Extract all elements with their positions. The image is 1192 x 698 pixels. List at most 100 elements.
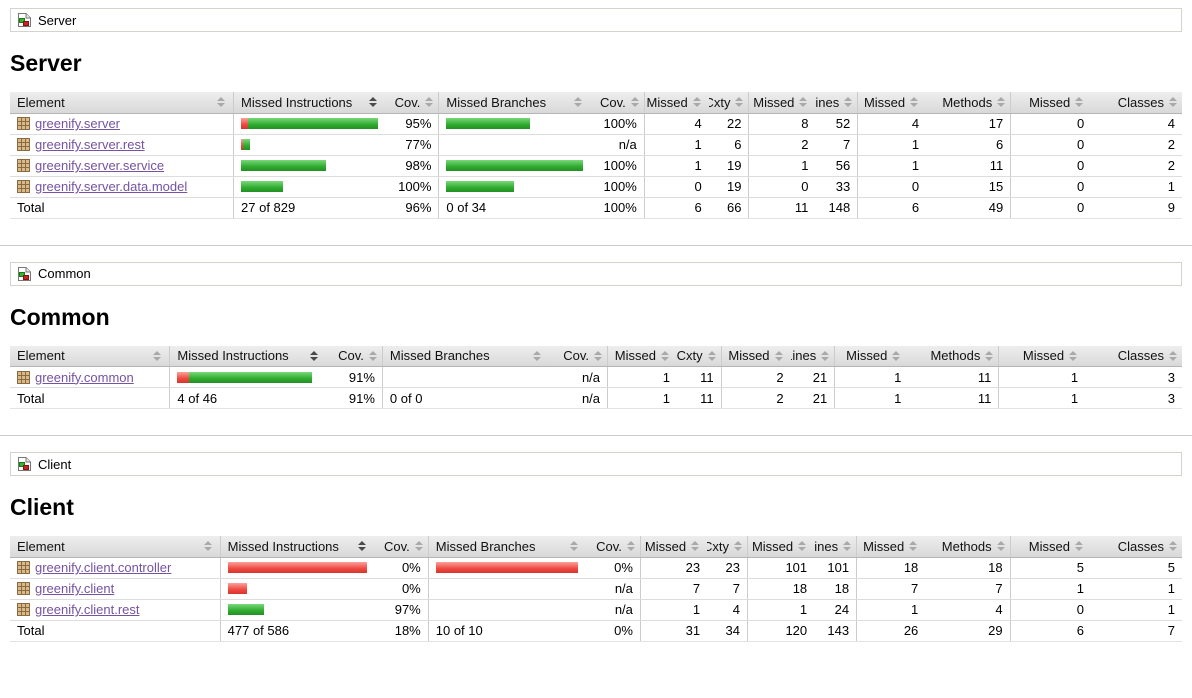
sort-icon [357,541,367,552]
table-row: greenify.server.data.model 100% 100% 0 19 0 33… [10,176,1182,198]
column-header-lines[interactable]: Lines [814,536,857,558]
column-header-label: Element [17,348,65,364]
column-header-cov-[interactable]: Cov. [325,345,383,367]
coverage-bar-green [247,118,378,129]
column-header-missed[interactable]: Missed [639,536,708,558]
total-branch-coverage-cell: n/a [548,387,608,409]
section-title: Common [10,303,110,330]
total-label-cell: Total [10,197,234,219]
column-header-missed-instructions[interactable]: Missed Instructions [169,345,326,367]
column-header-label: Missed [646,94,688,110]
column-header-missed[interactable]: Missed [998,345,1086,367]
column-header-cov-[interactable]: Cov. [384,92,439,114]
column-header-missed-branches[interactable]: Missed Branches [438,92,590,114]
package-link[interactable]: greenify.server [35,116,121,131]
sort-icon [660,350,670,361]
counter-cell: 0 [857,176,927,198]
counter-cell: 18 [925,557,1011,579]
counter-cell: 1 [746,599,815,621]
counter-cell: 56 [815,155,858,177]
counter-cell: 33 [815,176,858,198]
branch-coverage-cell: 100% [589,155,645,177]
column-header-missed-instructions[interactable]: Missed Instructions [233,92,385,114]
column-header-missed[interactable]: Missed [643,92,709,114]
branch-coverage-cell: n/a [585,578,641,600]
counter-cell: 2 [748,134,816,156]
column-header-cov-[interactable]: Cov. [548,345,608,367]
column-header-cov-[interactable]: Cov. [373,536,429,558]
column-header-missed-branches[interactable]: Missed Branches [381,345,549,367]
column-header-cov-[interactable]: Cov. [585,536,641,558]
element-cell: greenify.common [10,366,170,388]
instruction-coverage-cell: 98% [384,155,439,177]
total-counter-cell: 11 [748,197,816,219]
column-header-cxty[interactable]: Cxty [676,345,722,367]
column-header-classes[interactable]: Classes [1091,92,1182,114]
counter-cell: 4 [857,113,927,135]
column-header-label: Missed [753,94,795,110]
sort-icon [153,350,162,361]
column-header-methods[interactable]: Methods [926,92,1011,114]
column-header-lines[interactable]: Lines [790,345,835,367]
column-header-label: Missed [751,538,794,554]
column-header-missed-instructions[interactable]: Missed Instructions [219,536,374,558]
column-header-missed-branches[interactable]: Missed Branches [427,536,586,558]
package-link[interactable]: greenify.server.service [35,158,165,173]
coverage-bar-green [241,160,327,171]
column-header-classes[interactable]: Classes [1090,536,1182,558]
sort-icon [1169,541,1178,552]
instructions-bar-cell [219,578,374,600]
column-header-missed[interactable]: Missed [857,92,927,114]
branches-bar-cell [438,155,590,177]
instructions-bar-cell [233,155,385,177]
column-header-missed[interactable]: Missed [1010,92,1092,114]
column-header-missed[interactable]: Missed [834,345,909,367]
column-header-methods[interactable]: Methods [925,536,1011,558]
column-header-missed[interactable]: Missed [856,536,926,558]
total-counter-cell: 9 [1091,197,1182,219]
sort-icon [996,541,1006,552]
counter-cell: 1 [607,366,677,388]
column-header-classes[interactable]: Classes [1085,345,1182,367]
counter-cell: 1 [998,366,1086,388]
column-header-cxty[interactable]: Cxty [708,92,749,114]
column-header-missed[interactable]: Missed [720,345,791,367]
column-header-label: Cxty [708,94,731,110]
total-counter-cell: 11 [676,387,722,409]
counter-cell: 1 [748,155,816,177]
package-link[interactable]: greenify.client [35,581,115,596]
total-branches-cell: 0 of 34 [438,197,590,219]
column-header-element[interactable]: Element [10,92,234,114]
total-counter-cell: 29 [925,620,1011,642]
column-header-label: Cov. [600,94,626,110]
sort-icon [1074,541,1084,552]
package-link[interactable]: greenify.server.data.model [35,179,188,194]
column-header-missed[interactable]: Missed [1009,536,1091,558]
table-total-row: Total 27 of 829 96% 0 of 34 100% 6 66 11 148 6 49 0… [10,197,1182,219]
counter-cell: 1 [834,366,909,388]
counter-cell: 2 [1091,155,1182,177]
column-header-cov-[interactable]: Cov. [589,92,645,114]
package-link[interactable]: greenify.client.controller [35,560,172,575]
column-header-lines[interactable]: Lines [815,92,858,114]
package-link[interactable]: greenify.common [35,369,134,385]
column-header-missed[interactable]: Missed [607,345,677,367]
branches-bar-cell [438,134,590,156]
package-link[interactable]: greenify.server.rest [35,137,145,152]
column-header-methods[interactable]: Methods [908,345,999,367]
package-link[interactable]: greenify.client.rest [35,602,140,617]
column-header-element[interactable]: Element [10,536,221,558]
counter-cell: 0 [1010,176,1092,198]
column-header-label: Missed Instructions [241,94,353,110]
column-header-label: Classes [1117,94,1164,110]
column-header-label: Cxty [676,348,703,364]
coverage-table: Element Missed Instructions Cov. Missed Bra… [10,92,1182,219]
total-counter-cell: 34 [707,620,748,642]
column-header-missed[interactable]: Missed [746,536,815,558]
column-header-cxty[interactable]: Cxty [707,536,748,558]
total-counter-cell: 148 [815,197,858,219]
column-header-missed[interactable]: Missed [748,92,816,114]
column-header-element[interactable]: Element [10,345,170,367]
counter-cell: 2 [1091,134,1182,156]
column-header-label: Methods [930,348,981,364]
